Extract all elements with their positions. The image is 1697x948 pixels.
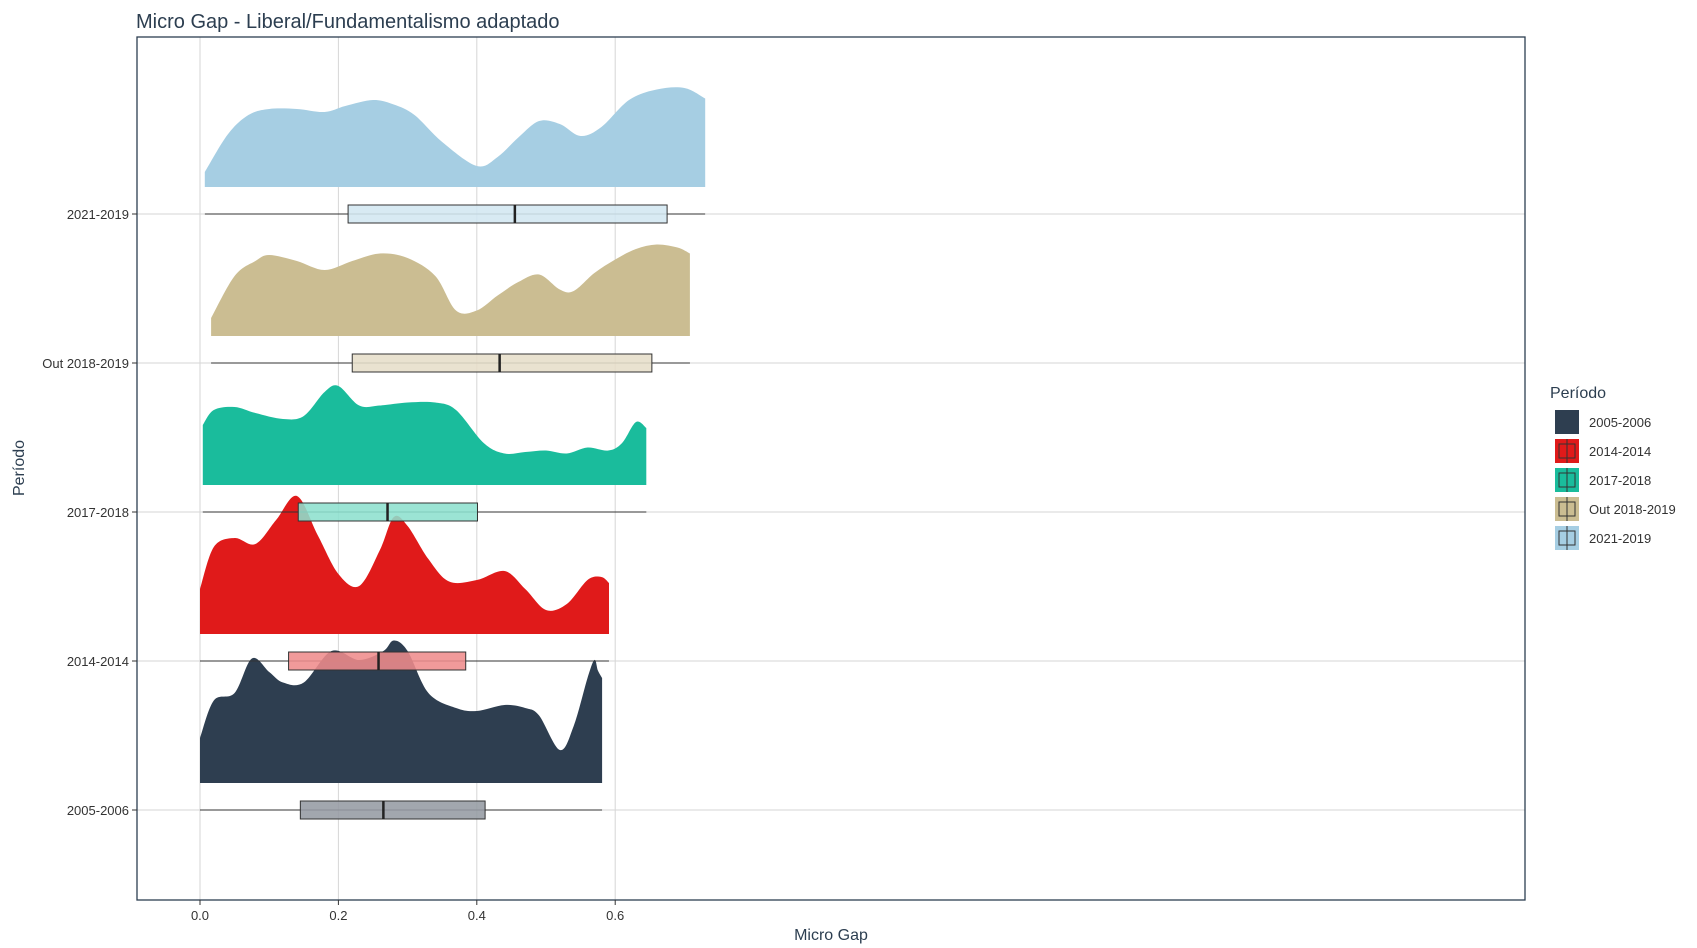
box-iqr [299, 800, 486, 820]
x-tick-label: 0.6 [606, 908, 624, 923]
box-iqr [351, 353, 653, 373]
legend-label: 2005-2006 [1589, 415, 1651, 430]
y-tick-label: 2021-2019 [67, 207, 129, 222]
y-tick-label: 2014-2014 [67, 654, 129, 669]
x-tick-label: 0.4 [468, 908, 486, 923]
series-layer [200, 87, 706, 820]
plot-border [136, 36, 1526, 901]
x-axis-title: Micro Gap [794, 927, 868, 944]
plot-area [136, 36, 1526, 901]
chart-title: Micro Gap - Liberal/Fundamentalismo adap… [136, 11, 560, 33]
x-axis-ticks: 0.0 0.2 0.4 0.6 [191, 900, 624, 923]
box-iqr [288, 651, 467, 671]
density-cloud [200, 640, 603, 783]
legend-label: 2014-2014 [1589, 444, 1651, 459]
y-tick-label: 2005-2006 [67, 803, 129, 818]
density-cloud [211, 244, 690, 336]
x-tick-label: 0.2 [329, 908, 347, 923]
series-group [204, 87, 706, 224]
series-group [200, 495, 609, 671]
legend-title: Período [1550, 385, 1606, 402]
legend-label: 2021-2019 [1589, 531, 1651, 546]
y-tick-label: Out 2018-2019 [42, 356, 129, 371]
series-group [211, 244, 690, 373]
box-iqr [347, 204, 668, 224]
legend-swatch [1555, 410, 1579, 434]
y-axis-title: Período [11, 440, 28, 496]
legend-item: Out 2018-2019 [1555, 497, 1676, 521]
legend-item: 2005-2006 [1555, 410, 1651, 434]
legend: Período 2005-2006 2014-2014 2017-2018 Out 2… [1550, 385, 1676, 550]
legend-item: 2014-2014 [1555, 439, 1651, 463]
y-axis-ticks: 2005-2006 2014-2014 2017-2018 Out 2018-2019… [42, 207, 137, 818]
series-group [202, 385, 647, 522]
legend-label: Out 2018-2019 [1589, 502, 1676, 517]
series-group [200, 640, 603, 820]
legend-label: 2017-2018 [1589, 473, 1651, 488]
x-tick-label: 0.0 [191, 908, 209, 923]
y-tick-label: 2017-2018 [67, 505, 129, 520]
density-cloud [202, 385, 647, 485]
density-cloud [204, 87, 706, 187]
legend-item: 2021-2019 [1555, 526, 1651, 550]
density-cloud [200, 495, 609, 634]
legend-item: 2017-2018 [1555, 468, 1651, 492]
